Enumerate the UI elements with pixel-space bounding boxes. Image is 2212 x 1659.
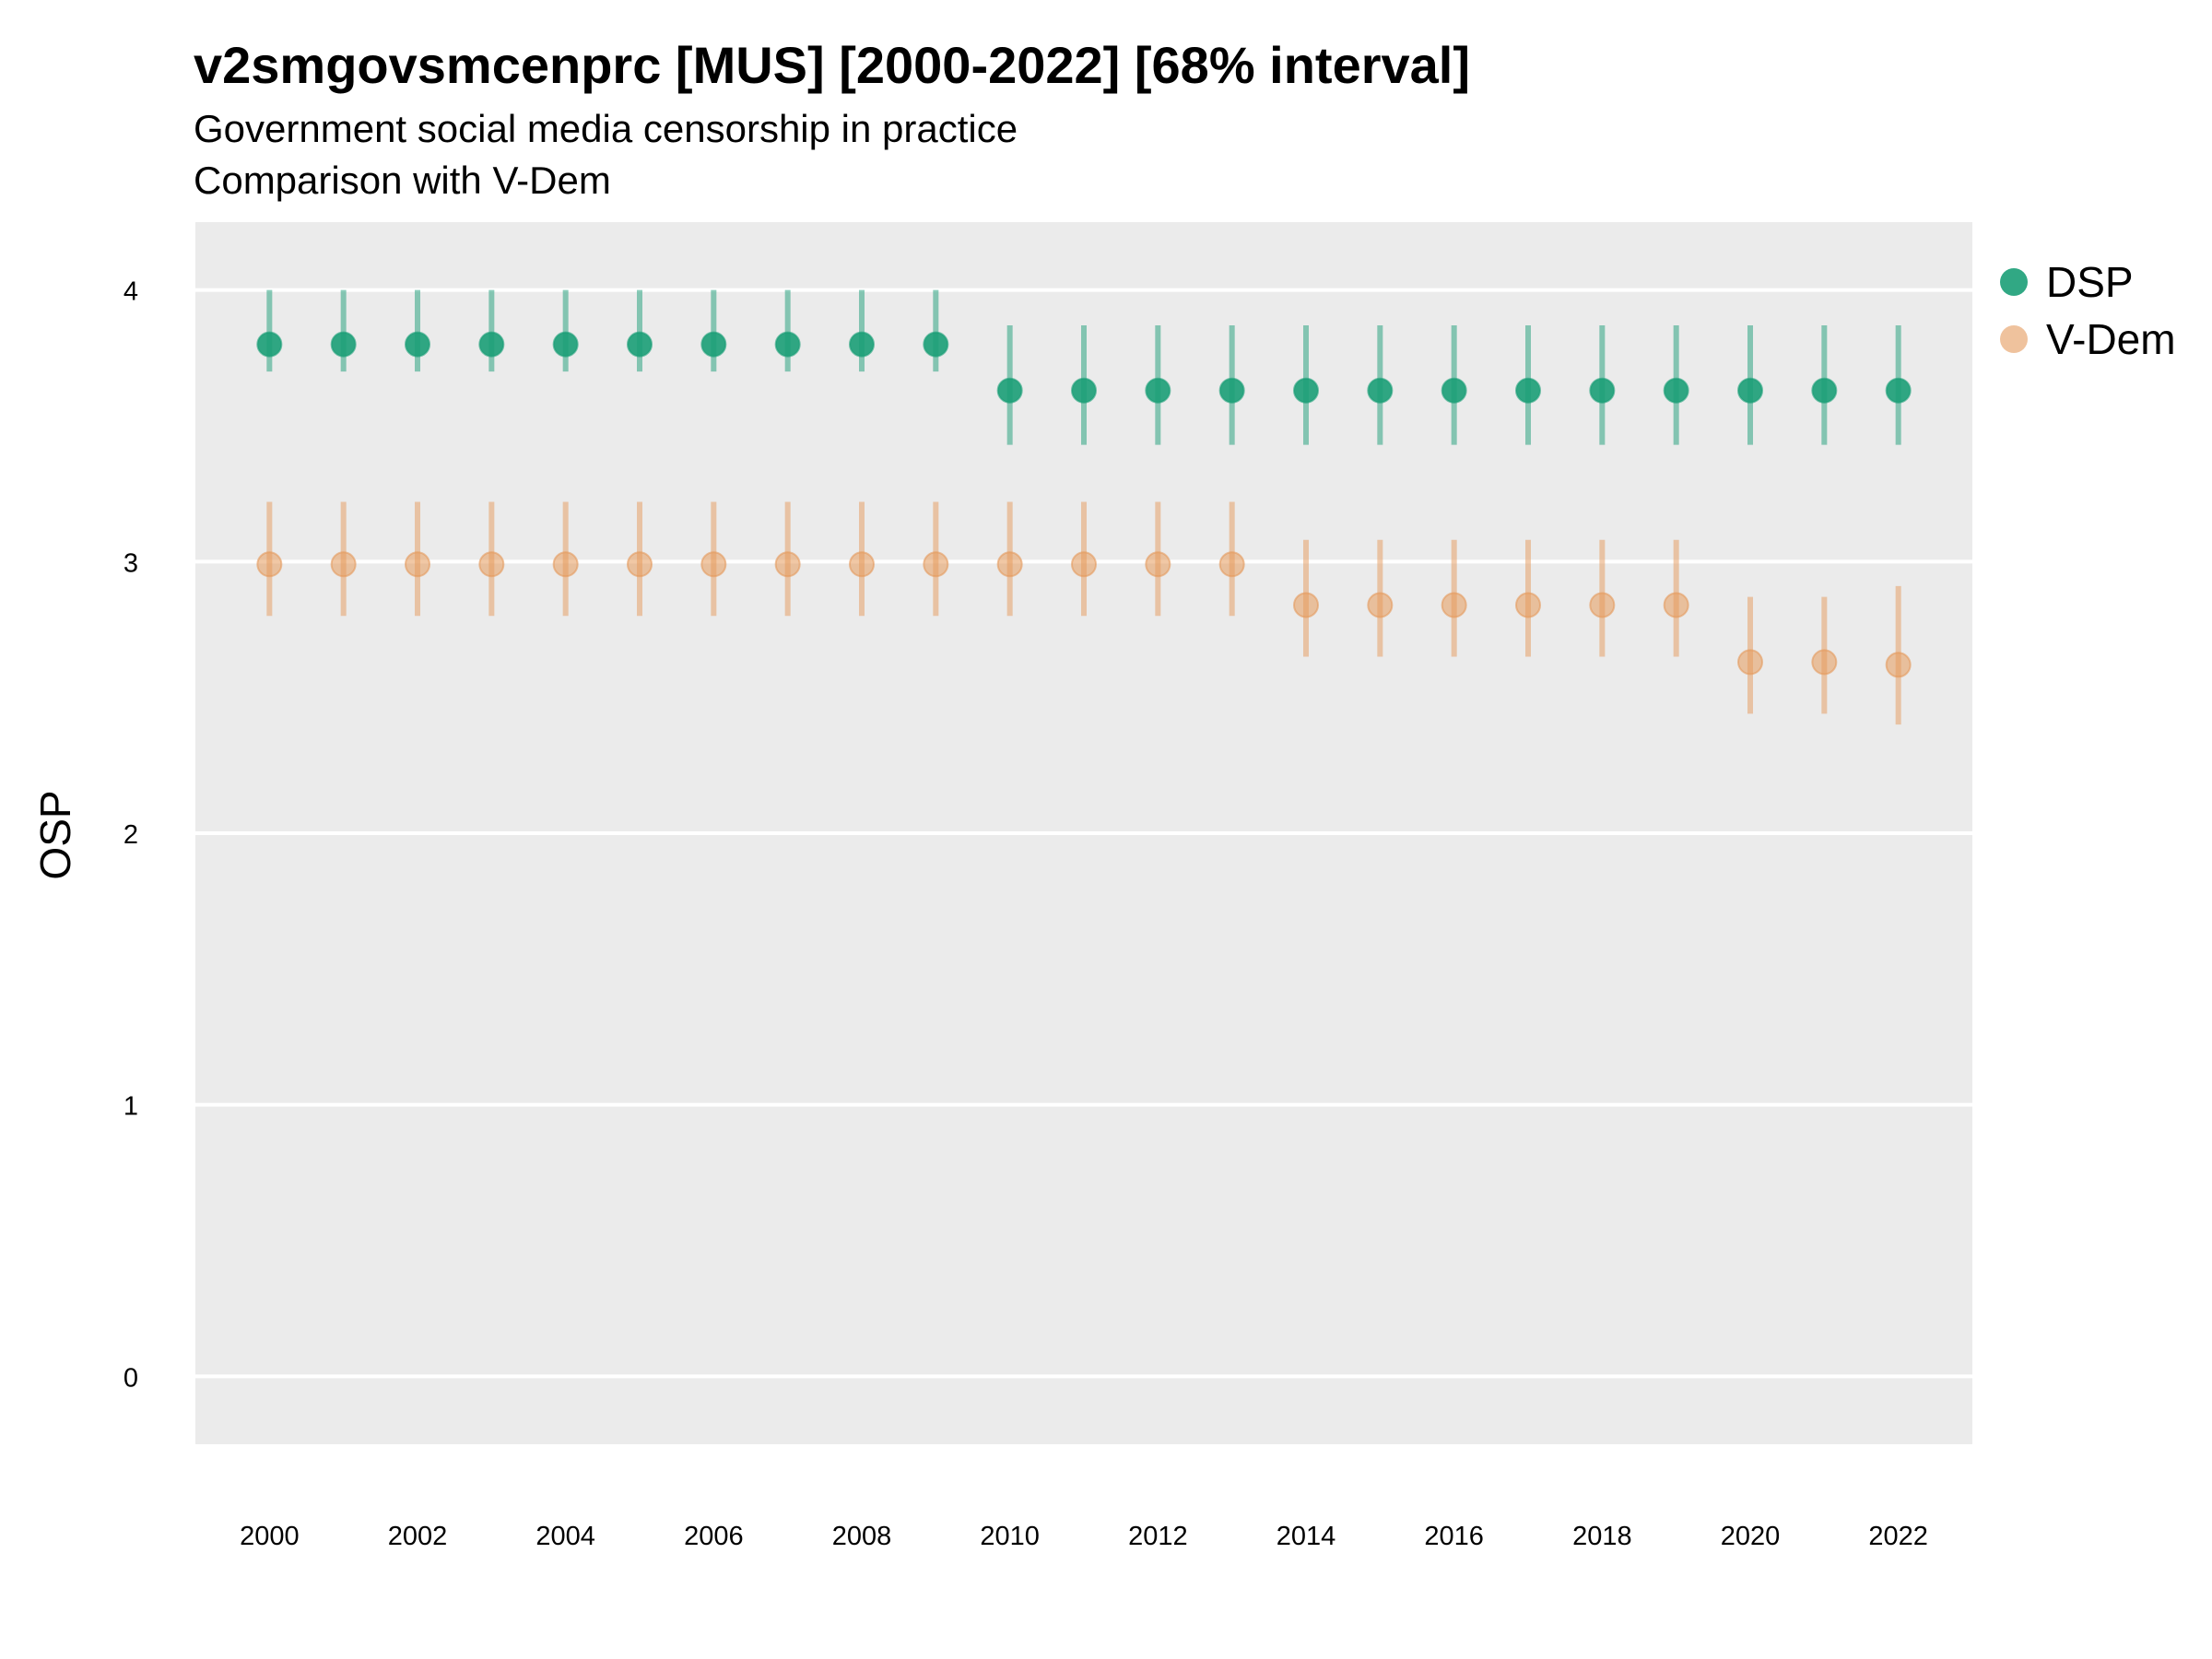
dsp-point-2016	[1441, 377, 1467, 404]
legend: DSP V-Dem	[2000, 253, 2176, 368]
vdem-point-2021	[1811, 649, 1838, 676]
vdem-point-2006	[700, 551, 727, 578]
legend-dot-dsp	[2000, 268, 2028, 296]
dsp-point-2017	[1515, 377, 1541, 404]
dsp-point-2000	[256, 331, 283, 358]
dsp-point-2013	[1218, 377, 1245, 404]
x-tick-label: 2020	[1721, 1522, 1781, 1551]
x-tick-label: 2006	[684, 1522, 744, 1551]
vdem-point-2011	[1071, 551, 1097, 578]
dsp-point-2012	[1145, 377, 1171, 404]
x-tick-label: 2002	[388, 1522, 448, 1551]
chart-title: v2smgovsmcenprc [MUS] [2000-2022] [68% i…	[194, 36, 1471, 94]
y-tick-label: 2	[124, 820, 138, 850]
y-tick-label: 0	[124, 1363, 138, 1393]
dsp-point-2010	[996, 377, 1023, 404]
dsp-point-2006	[700, 331, 727, 358]
vdem-point-2018	[1589, 592, 1616, 618]
legend-item-vdem: V-Dem	[2000, 311, 2176, 368]
vdem-point-2009	[923, 551, 949, 578]
vdem-point-2014	[1293, 592, 1319, 618]
dsp-point-2009	[923, 331, 949, 358]
x-tick-label: 2016	[1424, 1522, 1484, 1551]
y-tick-label: 1	[124, 1092, 138, 1122]
vdem-point-2010	[996, 551, 1023, 578]
legend-label-dsp: DSP	[2046, 258, 2134, 306]
vdem-point-2002	[405, 551, 430, 578]
dsp-point-2021	[1811, 377, 1838, 404]
dsp-point-2007	[774, 331, 801, 358]
vdem-point-2001	[330, 551, 357, 578]
dsp-point-2018	[1589, 377, 1616, 404]
x-tick-label: 2010	[980, 1522, 1040, 1551]
vdem-point-2007	[774, 551, 801, 578]
legend-dot-vdem	[2000, 325, 2028, 353]
dsp-point-2020	[1737, 377, 1763, 404]
x-tick-label: 2018	[1572, 1522, 1632, 1551]
x-tick-label: 2004	[535, 1522, 595, 1551]
vdem-point-2012	[1145, 551, 1171, 578]
dsp-point-2004	[552, 331, 579, 358]
x-tick-label: 2014	[1277, 1522, 1336, 1551]
vdem-point-2000	[256, 551, 283, 578]
vdem-point-2008	[849, 551, 875, 578]
y-axis-label: OSP	[31, 790, 79, 879]
dsp-point-2022	[1885, 377, 1912, 404]
dsp-point-2011	[1071, 377, 1097, 404]
vdem-point-2003	[478, 551, 505, 578]
dsp-point-2001	[330, 331, 357, 358]
vdem-point-2016	[1441, 592, 1467, 618]
dsp-point-2014	[1293, 377, 1319, 404]
vdem-point-2019	[1663, 592, 1689, 618]
vdem-point-2017	[1515, 592, 1541, 618]
chart-subtitle: Government social media censorship in pr…	[194, 107, 1018, 150]
vdem-point-2015	[1367, 592, 1394, 618]
x-tick-label: 2012	[1128, 1522, 1188, 1551]
vdem-point-2013	[1218, 551, 1245, 578]
dsp-point-2005	[627, 331, 653, 358]
dsp-point-2003	[478, 331, 505, 358]
legend-label-vdem: V-Dem	[2046, 315, 2176, 363]
dsp-point-2015	[1367, 377, 1394, 404]
chart-subtitle-comparison: Comparison with V-Dem	[194, 159, 611, 202]
vdem-point-2022	[1885, 652, 1912, 678]
x-tick-label: 2022	[1868, 1522, 1928, 1551]
y-tick-label: 3	[124, 548, 138, 578]
vdem-point-2005	[627, 551, 653, 578]
vdem-point-2020	[1737, 649, 1763, 676]
x-tick-label: 2008	[832, 1522, 892, 1551]
vdem-point-2004	[552, 551, 579, 578]
x-tick-label: 2000	[240, 1522, 300, 1551]
y-tick-label: 4	[124, 277, 138, 307]
dsp-point-2008	[849, 331, 875, 358]
dsp-point-2002	[405, 331, 430, 358]
dsp-point-2019	[1663, 377, 1689, 404]
legend-item-dsp: DSP	[2000, 253, 2176, 311]
